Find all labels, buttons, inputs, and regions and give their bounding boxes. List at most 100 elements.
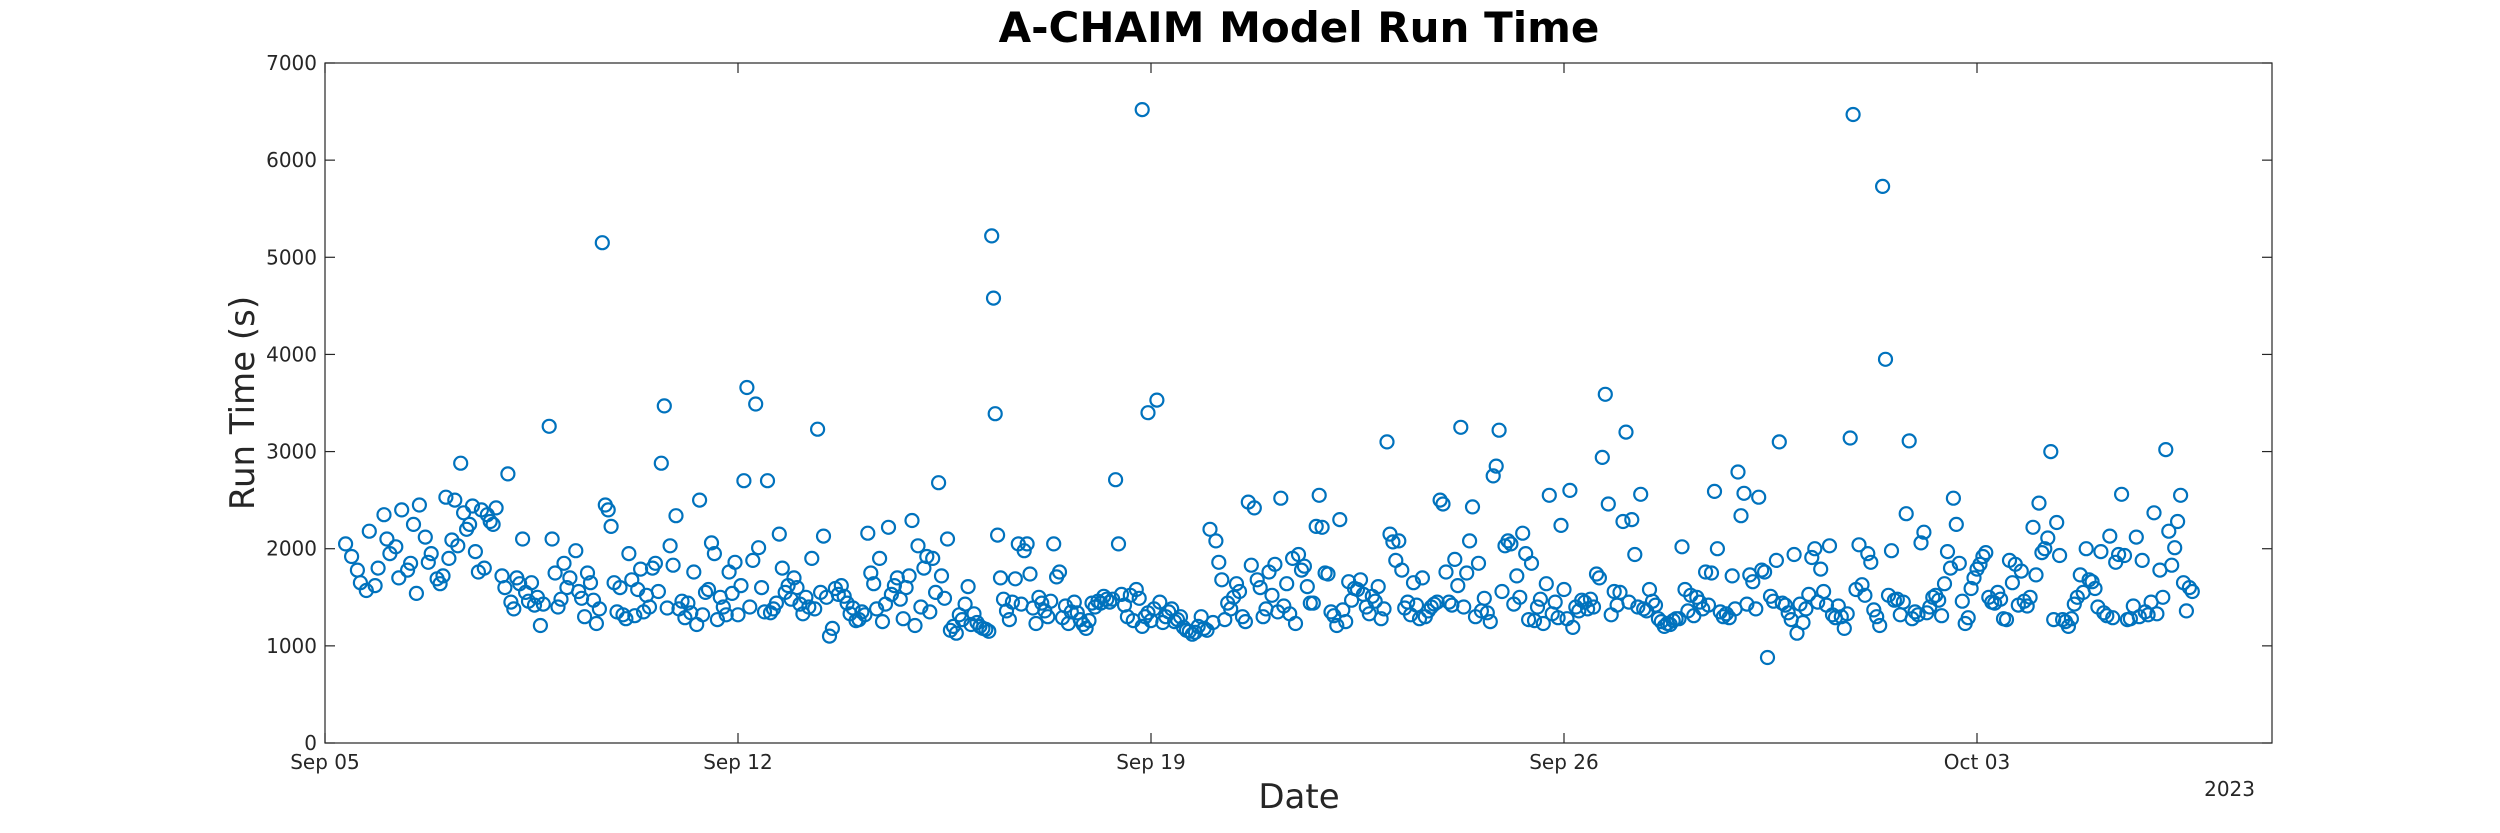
data-point (1228, 576, 1245, 592)
data-point (989, 527, 1006, 543)
data-point (2105, 610, 2121, 626)
data-point (588, 615, 605, 632)
data-point (742, 599, 758, 615)
data-point (603, 518, 619, 535)
data-point (1857, 587, 1873, 603)
data-point (948, 625, 964, 641)
data-point (901, 568, 917, 584)
data-point (1290, 546, 1307, 563)
x-tick-label: Sep 12 (703, 750, 773, 774)
plot-area (324, 62, 2273, 744)
data-point (653, 455, 669, 471)
data-point (1273, 490, 1289, 506)
data-point (1954, 593, 1970, 609)
data-point (874, 613, 891, 630)
data-point (978, 621, 994, 637)
data-point (1305, 595, 1321, 611)
data-point (2004, 575, 2021, 591)
data-point (526, 597, 543, 613)
data-point (1798, 601, 1814, 617)
data-point (1456, 599, 1472, 615)
data-point (1482, 613, 1498, 630)
data-point (1040, 609, 1056, 625)
data-point (1429, 594, 1445, 610)
data-point (1674, 539, 1690, 555)
data-point (2181, 579, 2197, 596)
data-point (745, 552, 761, 569)
data-point (1252, 579, 1268, 596)
data-point (2158, 442, 2174, 458)
data-point (1102, 594, 1118, 610)
data-point (1131, 590, 1147, 606)
data-point (2037, 541, 2053, 557)
data-point (482, 513, 498, 530)
data-point (1078, 620, 1094, 637)
data-point (1255, 609, 1271, 625)
data-point (400, 562, 416, 578)
data-point (2060, 618, 2076, 635)
data-point (1748, 601, 1764, 617)
data-point (715, 599, 731, 615)
data-point (871, 550, 888, 567)
data-point (1214, 572, 1230, 588)
data-point (1494, 583, 1510, 600)
data-point (854, 604, 870, 620)
data-point (1836, 620, 1852, 637)
data-point (1211, 554, 1227, 570)
data-point (1267, 556, 1283, 572)
data-point (1249, 572, 1265, 588)
data-point (1910, 607, 1926, 623)
data-point (1606, 583, 1622, 600)
data-point (1476, 590, 1492, 606)
data-point (1839, 606, 1855, 622)
data-point (547, 565, 563, 581)
data-point (1697, 564, 1714, 580)
x-tick-label: Sep 19 (1116, 750, 1186, 774)
data-point (1470, 555, 1487, 571)
y-tick-label: 3000 (266, 440, 317, 464)
data-point (1202, 521, 1218, 537)
data-point (568, 543, 584, 559)
data-point (925, 550, 941, 567)
data-point (730, 607, 746, 623)
data-point (1895, 594, 1911, 610)
data-point (771, 526, 787, 542)
data-point (753, 579, 770, 596)
data-point (391, 570, 407, 586)
data-point (1231, 583, 1248, 600)
data-point (2022, 589, 2038, 605)
data-point (1438, 564, 1454, 580)
data-point (1553, 517, 1569, 534)
data-point (1780, 605, 1796, 621)
data-point (420, 554, 436, 570)
data-point (985, 290, 1002, 306)
data-point (1975, 548, 1991, 565)
data-point (1644, 593, 1661, 609)
data-point (954, 611, 970, 628)
data-point (497, 579, 513, 596)
data-point (2084, 574, 2100, 590)
data-point (1538, 576, 1554, 592)
data-point (821, 628, 838, 644)
data-point (1966, 570, 1982, 586)
data-point (1624, 511, 1640, 528)
data-point (1739, 596, 1755, 612)
data-point (686, 564, 702, 580)
data-point (615, 607, 631, 623)
data-point (2170, 513, 2186, 530)
data-point (1461, 533, 1478, 549)
data-point (338, 536, 354, 552)
data-point (724, 585, 740, 602)
data-point (1450, 577, 1466, 594)
data-point (488, 500, 504, 516)
data-point (1529, 599, 1546, 615)
data-point (1715, 609, 1731, 625)
data-point (417, 529, 433, 545)
data-point (1376, 601, 1392, 617)
data-point (1208, 533, 1224, 549)
data-point (1532, 591, 1549, 607)
y-tick-label: 2000 (266, 537, 317, 561)
year-label: 2023 (2204, 777, 2255, 801)
data-point (833, 577, 849, 594)
data-point (1515, 525, 1531, 541)
